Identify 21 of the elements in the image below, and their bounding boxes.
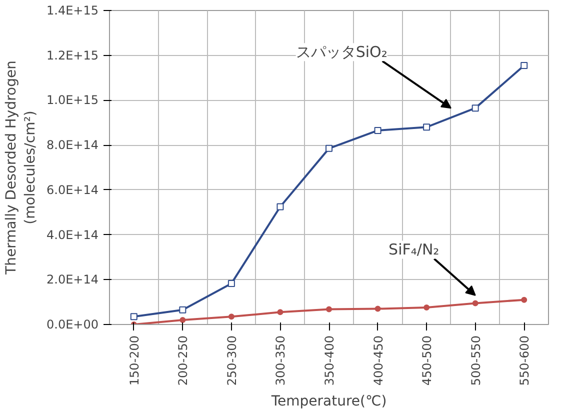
y-tick-label: 6.0E+14 xyxy=(46,182,99,197)
x-tick-label: 150-200 xyxy=(127,336,142,386)
x-tick-label: 250-300 xyxy=(224,336,239,386)
x-tick-label: 400-450 xyxy=(371,336,386,386)
x-tick-label: 200-250 xyxy=(176,336,190,386)
text: SiF₄/N₂ xyxy=(388,240,440,259)
x-tick-label: 500-550 xyxy=(468,336,483,386)
x-tick-label: 350-400 xyxy=(322,336,336,386)
y-tick-label: 1.2E+15 xyxy=(46,48,99,62)
x-axis-title: Temperature(℃) xyxy=(270,394,387,410)
y-axis-title: Thermally Desorded Hydrogen (molecules/cm²) xyxy=(3,60,39,276)
y-tick-label: 2.0E+14 xyxy=(46,272,99,287)
y-tick-label: 1.4E+15 xyxy=(46,4,99,18)
x-tick-label: 450-500 xyxy=(420,336,434,386)
x-tick-label: 550-600 xyxy=(518,336,532,386)
text: スパッタSiO₂ xyxy=(296,43,388,62)
y-tick-label: 0.0E+00 xyxy=(46,318,99,332)
y-tick-label: 1.0E+15 xyxy=(46,93,99,108)
y-tick-label: 4.0E+14 xyxy=(46,228,99,242)
y-tick-label: 8.0E+14 xyxy=(46,138,99,152)
x-tick-label: 300-350 xyxy=(274,336,288,386)
